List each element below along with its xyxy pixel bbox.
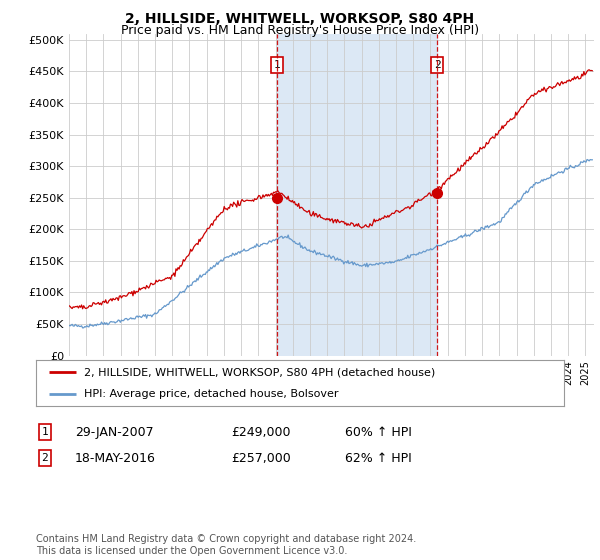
Text: £249,000: £249,000 bbox=[231, 426, 290, 439]
Text: HPI: Average price, detached house, Bolsover: HPI: Average price, detached house, Bols… bbox=[83, 389, 338, 399]
Text: 60% ↑ HPI: 60% ↑ HPI bbox=[345, 426, 412, 439]
Text: 2, HILLSIDE, WHITWELL, WORKSOP, S80 4PH (detached house): 2, HILLSIDE, WHITWELL, WORKSOP, S80 4PH … bbox=[83, 367, 435, 377]
Text: Contains HM Land Registry data © Crown copyright and database right 2024.
This d: Contains HM Land Registry data © Crown c… bbox=[36, 534, 416, 556]
Text: 2: 2 bbox=[434, 60, 440, 70]
Text: 29-JAN-2007: 29-JAN-2007 bbox=[75, 426, 154, 439]
Text: 1: 1 bbox=[41, 427, 49, 437]
Text: £257,000: £257,000 bbox=[231, 451, 291, 465]
Text: 62% ↑ HPI: 62% ↑ HPI bbox=[345, 451, 412, 465]
Text: 2, HILLSIDE, WHITWELL, WORKSOP, S80 4PH: 2, HILLSIDE, WHITWELL, WORKSOP, S80 4PH bbox=[125, 12, 475, 26]
Text: Price paid vs. HM Land Registry's House Price Index (HPI): Price paid vs. HM Land Registry's House … bbox=[121, 24, 479, 36]
Text: 2: 2 bbox=[41, 453, 49, 463]
Text: 1: 1 bbox=[274, 60, 280, 70]
Bar bbox=[277, 34, 437, 356]
Text: 18-MAY-2016: 18-MAY-2016 bbox=[75, 451, 156, 465]
